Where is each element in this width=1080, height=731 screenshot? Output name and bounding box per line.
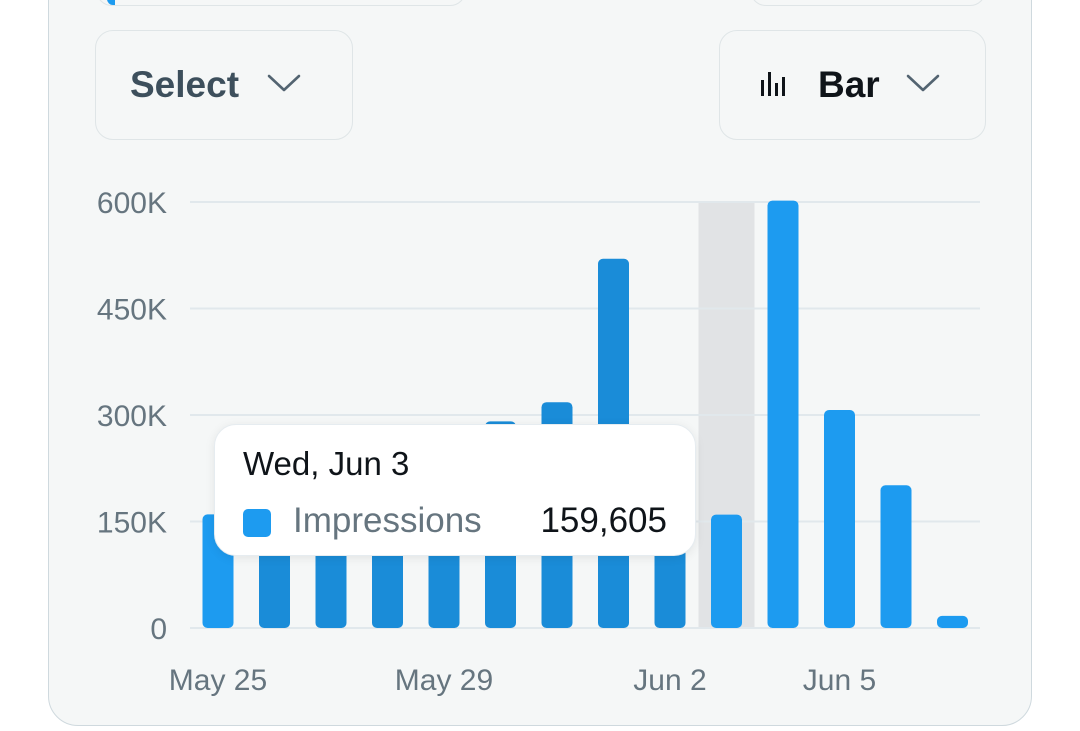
x-tick-label: Jun 2 [633, 664, 706, 697]
bar [937, 615, 968, 628]
bar [880, 485, 912, 628]
x-tick-label: May 29 [395, 664, 493, 697]
bar-chart-icon [760, 68, 790, 103]
x-tick-label: Jun 5 [803, 664, 876, 697]
chart-type-dropdown[interactable]: Bar [719, 30, 986, 140]
y-tick-label: 450K [97, 294, 167, 327]
chart-type-label: Bar [818, 64, 880, 105]
tooltip-value: 159,605 [540, 501, 667, 540]
y-tick-label: 150K [97, 507, 167, 540]
metric-select-label: Select [130, 64, 240, 105]
bar [824, 410, 855, 628]
tooltip-series-swatch [243, 509, 271, 537]
y-tick-label: 0 [150, 613, 167, 646]
bar [711, 514, 742, 628]
tooltip-series-name: Impressions [293, 501, 482, 540]
bar [767, 200, 799, 628]
chevron-down-icon [267, 73, 301, 98]
x-tick-label: May 25 [169, 664, 267, 697]
y-tick-label: 600K [97, 187, 167, 220]
tooltip-date: Wed, Jun 3 [243, 445, 410, 482]
metric-select-dropdown[interactable]: Select [95, 30, 353, 140]
y-tick-label: 300K [97, 400, 167, 433]
accent-mark [107, 0, 115, 5]
chevron-down-icon [906, 73, 940, 98]
chart-tooltip: Wed, Jun 3 Impressions 159,605 [214, 424, 696, 556]
